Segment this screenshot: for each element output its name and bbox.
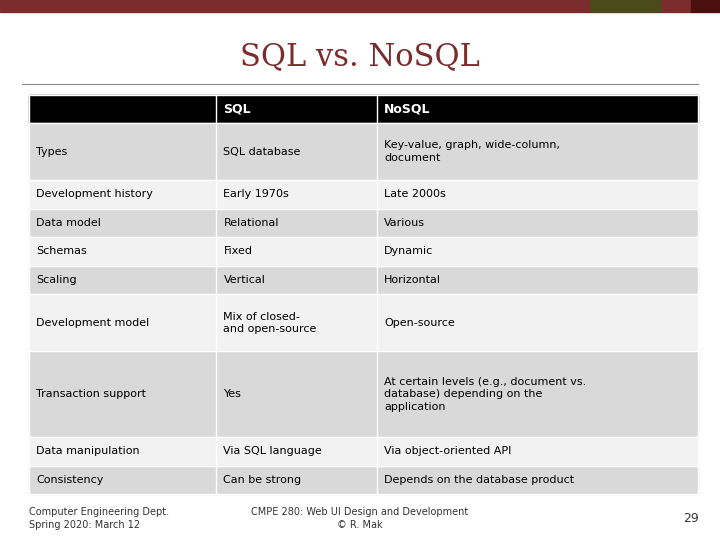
Bar bbox=[377, 294, 698, 352]
Bar bbox=[377, 180, 698, 208]
Text: Data manipulation: Data manipulation bbox=[36, 446, 140, 456]
Text: Fixed: Fixed bbox=[223, 246, 253, 256]
Text: Early 1970s: Early 1970s bbox=[223, 190, 289, 199]
Bar bbox=[377, 94, 698, 123]
Bar bbox=[29, 266, 216, 294]
Bar bbox=[29, 352, 216, 437]
Text: Via object-oriented API: Via object-oriented API bbox=[384, 446, 512, 456]
Bar bbox=[216, 352, 377, 437]
Bar bbox=[216, 208, 377, 237]
Bar bbox=[377, 465, 698, 494]
Bar bbox=[590, 0, 662, 12]
Bar bbox=[29, 94, 216, 123]
Bar bbox=[29, 123, 216, 180]
Text: SQL vs. NoSQL: SQL vs. NoSQL bbox=[240, 41, 480, 72]
Bar bbox=[29, 294, 216, 352]
Text: Relational: Relational bbox=[223, 218, 279, 228]
Text: Late 2000s: Late 2000s bbox=[384, 190, 446, 199]
Bar bbox=[216, 94, 377, 123]
Text: Data model: Data model bbox=[36, 218, 101, 228]
Bar bbox=[216, 437, 377, 465]
Text: Development history: Development history bbox=[36, 190, 153, 199]
Bar bbox=[377, 352, 698, 437]
Bar bbox=[29, 237, 216, 266]
Text: Can be strong: Can be strong bbox=[223, 475, 302, 485]
Text: SQL database: SQL database bbox=[223, 146, 301, 157]
Text: Scaling: Scaling bbox=[36, 275, 76, 285]
Text: Horizontal: Horizontal bbox=[384, 275, 441, 285]
Text: Computer Engineering Dept.
Spring 2020: March 12: Computer Engineering Dept. Spring 2020: … bbox=[29, 507, 169, 530]
Bar bbox=[377, 266, 698, 294]
Text: NoSQL: NoSQL bbox=[384, 102, 431, 115]
Text: Schemas: Schemas bbox=[36, 246, 86, 256]
Text: Transaction support: Transaction support bbox=[36, 389, 146, 399]
Text: Key-value, graph, wide-column,
document: Key-value, graph, wide-column, document bbox=[384, 140, 560, 163]
Bar bbox=[216, 123, 377, 180]
Text: SQL: SQL bbox=[223, 102, 251, 115]
Bar bbox=[29, 180, 216, 208]
Bar bbox=[0, 0, 590, 12]
Text: At certain levels (e.g., document vs.
database) depending on the
application: At certain levels (e.g., document vs. da… bbox=[384, 377, 587, 411]
Text: Via SQL language: Via SQL language bbox=[223, 446, 323, 456]
Bar bbox=[29, 465, 216, 494]
Bar bbox=[377, 123, 698, 180]
Text: Yes: Yes bbox=[223, 389, 241, 399]
Text: Various: Various bbox=[384, 218, 426, 228]
Bar bbox=[29, 437, 216, 465]
Bar bbox=[377, 208, 698, 237]
Text: Mix of closed-
and open-source: Mix of closed- and open-source bbox=[223, 312, 317, 334]
Text: Dynamic: Dynamic bbox=[384, 246, 433, 256]
Bar bbox=[216, 237, 377, 266]
Bar bbox=[377, 437, 698, 465]
Bar bbox=[377, 237, 698, 266]
Text: Depends on the database product: Depends on the database product bbox=[384, 475, 575, 485]
Bar bbox=[216, 294, 377, 352]
Text: CMPE 280: Web UI Design and Development
© R. Mak: CMPE 280: Web UI Design and Development … bbox=[251, 507, 469, 530]
Bar bbox=[216, 180, 377, 208]
Text: Development model: Development model bbox=[36, 318, 149, 328]
Text: Consistency: Consistency bbox=[36, 475, 104, 485]
Bar bbox=[29, 208, 216, 237]
Bar bbox=[216, 465, 377, 494]
Bar bbox=[216, 266, 377, 294]
Text: 29: 29 bbox=[683, 512, 698, 525]
Text: Open-source: Open-source bbox=[384, 318, 455, 328]
Bar bbox=[691, 0, 720, 12]
Bar bbox=[662, 0, 691, 12]
Text: Types: Types bbox=[36, 146, 67, 157]
Text: Vertical: Vertical bbox=[223, 275, 266, 285]
